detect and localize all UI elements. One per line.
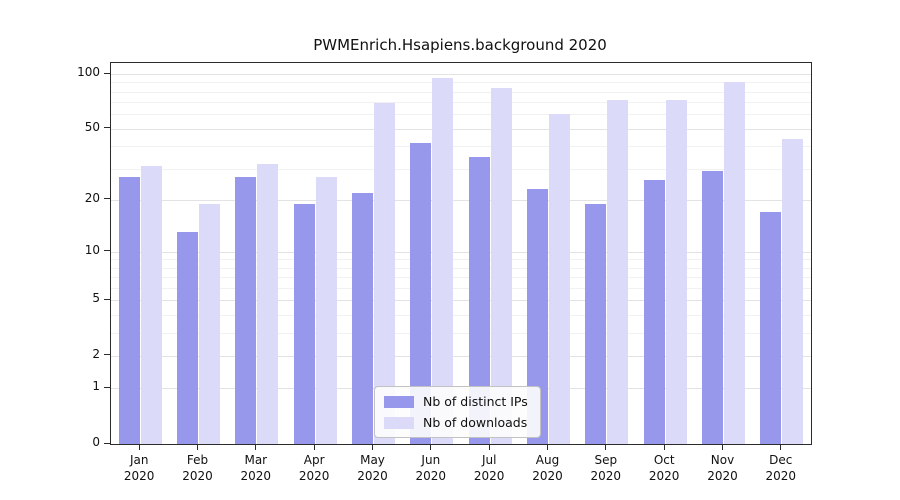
bar-downloads-feb	[199, 203, 220, 444]
y-tick-label-1: 1	[92, 379, 100, 394]
gridline-major-5	[111, 300, 811, 302]
x-tick-label-mar: Mar 2020	[240, 453, 272, 483]
bar-downloads-apr	[315, 176, 337, 444]
y-tick-label-20: 20	[84, 190, 100, 205]
y-tick-mark-10	[104, 250, 110, 252]
y-tick-mark-1	[104, 386, 110, 388]
gridline-major-2	[111, 355, 811, 357]
gridline-minor-60	[111, 114, 811, 116]
x-tick-mark-mar	[255, 445, 257, 450]
bar-downloads-nov	[724, 82, 745, 444]
y-tick-mark-0	[104, 442, 110, 444]
gridline-major-100	[111, 74, 811, 75]
x-tick-mark-feb	[197, 445, 198, 450]
x-tick-label-jul: Jul 2020	[473, 453, 505, 483]
bar-distinct-ips-oct	[643, 179, 665, 444]
gridline-major-10	[111, 251, 811, 253]
bar-downloads-mar	[257, 163, 279, 444]
y-tick-mark-20	[104, 198, 110, 200]
y-tick-label-2: 2	[92, 346, 100, 361]
bar-distinct-ips-mar	[235, 176, 257, 444]
y-tick-label-100: 100	[77, 65, 100, 79]
gridline-minor-70	[111, 102, 811, 104]
gridline-minor-30	[111, 168, 811, 170]
bar-downloads-may	[374, 103, 395, 444]
gridline-minor-80	[111, 91, 811, 93]
bar-downloads-oct	[665, 100, 687, 444]
x-tick-mark-oct	[663, 445, 665, 450]
bar-distinct-ips-jan	[118, 176, 140, 444]
y-tick-label-50: 50	[84, 119, 100, 134]
legend: Nb of distinct IPs Nb of downloads	[374, 386, 541, 438]
gridline-minor-90	[111, 82, 811, 84]
chart-title: PWMEnrich.Hsapiens.background 2020	[313, 36, 607, 54]
x-tick-mark-may	[372, 445, 373, 450]
x-tick-label-oct: Oct 2020	[648, 453, 680, 483]
x-tick-label-dec: Dec 2020	[765, 453, 797, 483]
gridline-minor-3	[111, 332, 811, 334]
x-tick-mark-jun	[430, 445, 432, 450]
x-tick-label-apr: Apr 2020	[298, 453, 330, 483]
bar-distinct-ips-feb	[177, 232, 198, 444]
bar-distinct-ips-sep	[585, 203, 607, 444]
bar-distinct-ips-jun	[410, 142, 432, 444]
bar-distinct-ips-nov	[702, 171, 723, 444]
legend-entry-distinct-ips: Nb of distinct IPs	[384, 394, 528, 409]
x-tick-label-sep: Sep 2020	[590, 453, 622, 483]
y-tick-label-5: 5	[92, 291, 100, 306]
y-tick-mark-50	[104, 127, 110, 129]
bar-downloads-jan	[140, 166, 162, 444]
bar-distinct-ips-jul	[468, 156, 490, 444]
bar-distinct-ips-dec	[760, 212, 782, 444]
x-tick-mark-aug	[547, 445, 548, 450]
gridline-minor-40	[111, 146, 811, 148]
bar-downloads-jun	[432, 78, 454, 444]
x-tick-mark-apr	[313, 445, 315, 450]
bar-distinct-ips-apr	[293, 203, 315, 444]
gridline-major-20	[111, 199, 811, 201]
legend-label: Nb of distinct IPs	[423, 394, 528, 409]
x-tick-mark-nov	[722, 445, 723, 450]
bar-downloads-sep	[607, 100, 629, 444]
x-tick-mark-sep	[605, 445, 607, 450]
gridline-minor-6	[111, 288, 811, 289]
x-tick-mark-jan	[138, 445, 140, 450]
bar-distinct-ips-aug	[527, 189, 548, 444]
gridline-minor-4	[111, 315, 811, 316]
legend-swatch-downloads	[384, 416, 414, 429]
legend-swatch-distinct-ips	[384, 395, 414, 408]
bar-downloads-aug	[549, 114, 570, 444]
y-tick-mark-5	[104, 298, 110, 300]
x-tick-label-jan: Jan 2020	[123, 453, 155, 483]
y-tick-label-0: 0	[92, 435, 100, 449]
y-tick-mark-100	[104, 72, 110, 74]
y-tick-label-10: 10	[84, 242, 100, 257]
bar-downloads-dec	[782, 138, 804, 444]
legend-entry-downloads: Nb of downloads	[384, 415, 528, 430]
x-tick-mark-jul	[488, 445, 490, 450]
x-tick-label-may: May 2020	[357, 453, 388, 483]
bar-downloads-jul	[490, 87, 512, 444]
y-tick-mark-2	[104, 354, 110, 356]
bar-distinct-ips-may	[352, 192, 373, 444]
x-tick-label-nov: Nov 2020	[707, 453, 738, 483]
gridline-major-50	[111, 128, 811, 130]
plot-area: Nb of distinct IPs Nb of downloads	[110, 62, 812, 445]
x-tick-mark-dec	[780, 445, 782, 450]
x-tick-label-aug: Aug 2020	[532, 453, 563, 483]
x-tick-label-feb: Feb 2020	[182, 453, 213, 483]
x-tick-label-jun: Jun 2020	[415, 453, 447, 483]
gridline-minor-9	[111, 259, 811, 261]
gridline-minor-7	[111, 277, 811, 279]
legend-label: Nb of downloads	[423, 415, 528, 430]
gridline-minor-8	[111, 267, 811, 269]
